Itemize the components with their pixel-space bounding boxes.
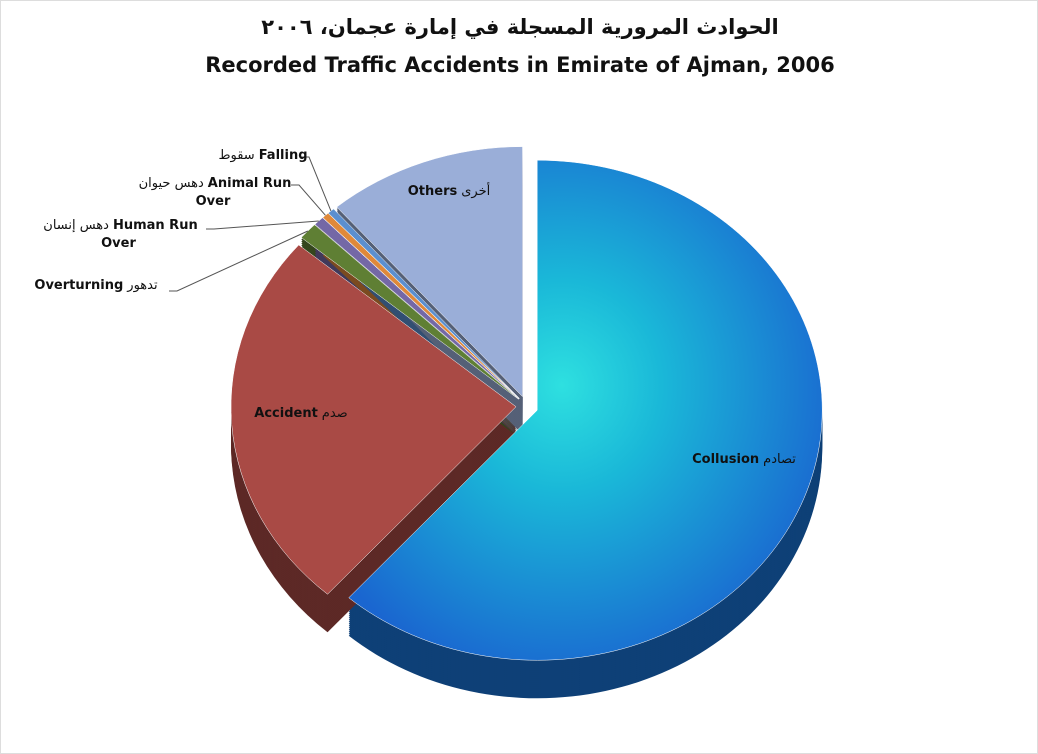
slice-label: Accident صدم [233,405,373,423]
label-arabic: دهس إنسان [43,218,109,233]
label-english: Animal Run Over [195,176,292,209]
slice-label: Others أخرى [391,183,511,201]
slice-label: سقوط Falling [206,147,316,165]
leader-line [291,184,326,216]
slice-label: دهس حيوان Animal Run Over [133,175,293,211]
chart-subtitle: Recorded Traffic Accidents in Emirate of… [205,53,835,77]
label-arabic: أخرى [461,184,491,199]
label-arabic: تصادم [763,452,796,467]
pie-slice [348,159,823,661]
slice-label: دهس إنسان Human Run Over [31,217,206,253]
slice-label: Collusion تصادم [681,451,811,469]
leader-line [169,230,309,292]
slice-label: Overturning تدهور [23,277,173,295]
label-arabic: صدم [321,406,348,421]
label-english: Overturning [34,278,124,293]
label-english: Human Run Over [101,218,198,251]
pie-slice [230,244,517,595]
leader-line [301,156,332,212]
pie-slice [314,217,520,400]
chart-title: الحوادث المرورية المسجلة في إمارة عجمان،… [261,15,779,39]
label-english: Others [407,184,458,199]
label-english: Collusion [692,452,760,467]
label-arabic: دهس حيوان [138,176,204,191]
label-english: Falling [258,148,308,163]
label-english: Accident [254,406,318,421]
pie-slice [300,224,519,400]
leader-line [206,220,319,230]
label-arabic: سقوط [218,148,255,163]
label-arabic: تدهور [127,278,158,293]
pie-slice [336,146,523,398]
